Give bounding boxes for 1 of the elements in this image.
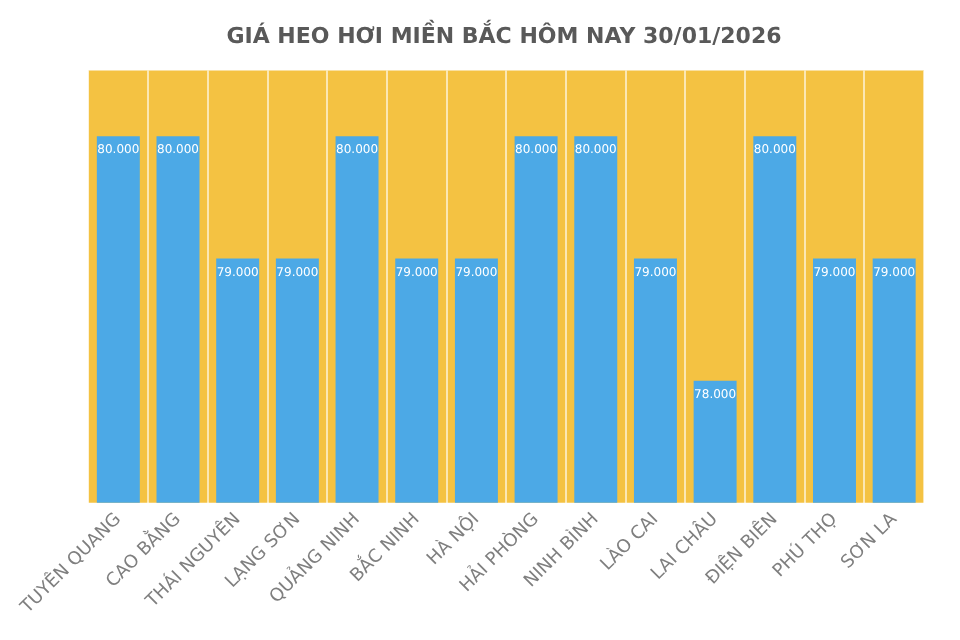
chart-title: GIÁ HEO HƠI MIỀN BẮC HÔM NAY 30/01/2026: [226, 18, 783, 49]
